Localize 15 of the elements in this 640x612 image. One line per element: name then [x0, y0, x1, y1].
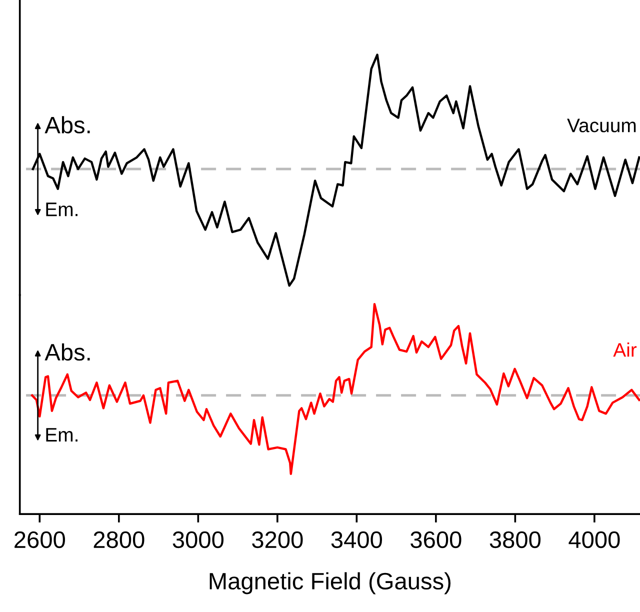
x-tick-label: 3600 [410, 531, 462, 548]
series-label: Air [613, 342, 637, 357]
x-tick-label: 3400 [331, 531, 382, 548]
x-tick-label: 3200 [252, 531, 303, 548]
x-tick-label: 2600 [14, 531, 65, 548]
annotation: Abs. [44, 116, 90, 134]
annotation: Abs. [44, 343, 90, 361]
series-label: Vacuum [567, 118, 636, 132]
annotation: Em. [46, 202, 78, 216]
x-tick-label: 4000 [568, 531, 620, 548]
x-tick-label: 2800 [94, 531, 144, 548]
x-axis-title: Magnetic Field (Gauss) [210, 572, 450, 594]
x-tick-label: 3000 [172, 531, 224, 548]
annotation: Em. [46, 428, 78, 442]
x-tick-label: 3800 [490, 531, 541, 548]
